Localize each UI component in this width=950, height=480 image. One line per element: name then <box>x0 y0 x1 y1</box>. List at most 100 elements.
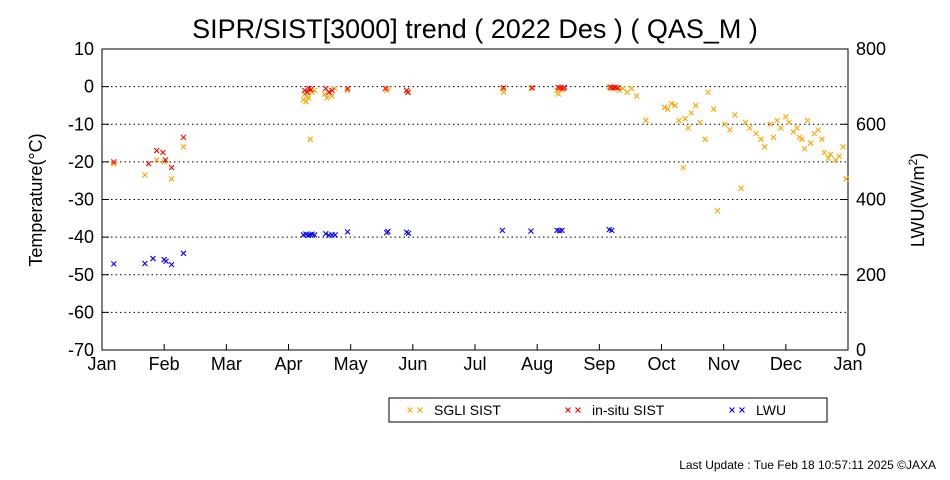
sgli-sist-point-28 <box>555 91 562 98</box>
x-tick-label-1: Feb <box>149 354 180 374</box>
x-tick-label-11: Dec <box>770 354 802 374</box>
legend-marker-sgli-sist-b <box>417 407 423 413</box>
in-situ-sist-point-15 <box>382 85 389 92</box>
y2-tick-label-1: 600 <box>856 114 886 134</box>
legend-label-lwu: LWU <box>756 402 786 418</box>
in-situ-sist-point-0 <box>110 158 117 165</box>
y-tick-label-6: -50 <box>68 265 94 285</box>
sgli-sist-point-78 <box>815 127 822 133</box>
sgli-sist-point-19 <box>344 87 351 94</box>
lwu-point-12 <box>311 231 318 238</box>
x-tick-label-8: Sep <box>583 354 615 374</box>
legend-marker-sgli-sist-a <box>407 407 413 413</box>
lwu-point-17 <box>344 228 351 235</box>
sgli-sist-point-75 <box>804 117 811 124</box>
sgli-sist-point-49 <box>692 102 699 109</box>
sgli-sist-point-62 <box>758 136 764 143</box>
sgli-sist-point-0 <box>110 160 117 167</box>
y-tick-label-4: -30 <box>68 190 94 210</box>
sgli-sist-point-86 <box>843 175 850 182</box>
lwu-point-16 <box>332 231 339 238</box>
sgli-sist-point-81 <box>825 155 831 162</box>
legend-marker-in-situ-sist-b <box>575 407 581 413</box>
series-lwu <box>110 226 615 268</box>
sgli-sist-point-1 <box>142 172 148 178</box>
sgli-sist-point-25 <box>500 89 507 96</box>
lwu-point-2 <box>150 255 156 262</box>
lwu-point-1 <box>142 260 148 267</box>
in-situ-sist-point-27 <box>615 84 621 91</box>
legend-items: SGLI SIST in-situ SIST LWU <box>407 402 786 418</box>
y2-tick-label-3: 200 <box>856 265 886 285</box>
sgli-sist-point-65 <box>770 134 777 141</box>
sgli-sist-point-4 <box>168 175 175 182</box>
y-tick-label-3: -20 <box>68 152 94 172</box>
sgli-sist-point-11 <box>307 136 314 143</box>
in-situ-sist-point-8 <box>304 89 311 96</box>
y2-axis-label-close: ) <box>908 153 928 159</box>
sgli-sist-point-51 <box>702 136 708 143</box>
y-tick-label-5: -40 <box>68 227 94 247</box>
lwu-point-21 <box>405 230 412 237</box>
legend-marker-in-situ-sist-a <box>565 407 571 413</box>
y2-tick-label-2: 400 <box>856 190 886 210</box>
sgli-sist-point-59 <box>742 119 749 126</box>
right-axis: 800 600 400 200 0 <box>841 39 886 360</box>
sgli-sist-point-60 <box>746 125 753 131</box>
sgli-sist-point-38 <box>633 93 640 99</box>
sgli-sist-point-2 <box>153 157 160 163</box>
sgli-sist-point-47 <box>685 125 692 131</box>
in-situ-sist-point-13 <box>329 87 335 94</box>
in-situ-sist-point-5 <box>168 164 175 171</box>
x-tick-label-6: Jul <box>463 354 486 374</box>
y-tick-label-0: 10 <box>74 39 94 59</box>
sgli-sist-point-74 <box>801 145 808 152</box>
sgli-sist-point-57 <box>731 111 738 118</box>
sgli-sist-point-10 <box>305 95 312 101</box>
sgli-sist-point-68 <box>782 113 789 120</box>
legend-marker-lwu-a <box>729 407 735 413</box>
lwu-point-26 <box>559 227 565 234</box>
sgli-sist-point-39 <box>643 117 649 124</box>
x-tick-label-10: Nov <box>708 354 740 374</box>
in-situ-sist-point-17 <box>404 89 411 96</box>
lwu-point-0 <box>110 260 117 267</box>
sgli-sist-point-64 <box>767 121 774 128</box>
sgli-sist-point-15 <box>324 95 330 101</box>
in-situ-sist-point-4 <box>162 157 169 163</box>
x-tick-label-9: Oct <box>647 354 675 374</box>
sgli-sist-point-67 <box>777 125 784 131</box>
legend-box <box>388 397 828 423</box>
series-sgli-sist <box>110 83 850 214</box>
x-tick-label-12: Jan <box>833 354 862 374</box>
in-situ-sist-point-19 <box>529 84 536 91</box>
sgli-sist-point-80 <box>821 149 828 156</box>
sgli-sist-point-79 <box>819 136 825 143</box>
sgli-sist-point-48 <box>688 110 695 116</box>
sgli-sist-point-73 <box>799 136 805 143</box>
x-axis: Jan Feb Mar Apr May Jun Jul Aug Sep Oct Nov Dec Jan <box>87 344 863 374</box>
y2-axis-label-main: LWU(W/m <box>908 166 928 248</box>
x-tick-label-4: May <box>334 354 368 374</box>
sgli-sist-point-82 <box>827 151 834 158</box>
y2-axis-label: LWU(W/m2) <box>906 153 928 247</box>
in-situ-sist-point-12 <box>326 89 332 96</box>
sgli-sist-point-58 <box>738 185 744 192</box>
y2-tick-label-0: 800 <box>856 39 886 59</box>
sgli-sist-point-50 <box>697 119 703 126</box>
in-situ-sist-point-2 <box>153 147 160 154</box>
y2-tick-label-4: 0 <box>856 340 866 360</box>
legend: SGLI SIST in-situ SIST LWU <box>388 397 828 423</box>
plot-frame <box>101 48 849 351</box>
y2-axis-label-superscript: 2 <box>906 159 920 166</box>
sgli-sist-point-45 <box>680 164 687 171</box>
x-tick-label-2: Mar <box>211 354 242 374</box>
chart-title: SIPR/SIST[3000] trend ( 2022 Des ) ( QAS… <box>192 14 758 44</box>
sgli-sist-point-21 <box>385 85 391 92</box>
sgli-sist-point-42 <box>668 100 675 107</box>
sgli-sist-point-37 <box>628 85 635 92</box>
gridlines <box>102 86 848 313</box>
y-axis-label: Temperature(°C) <box>26 133 46 266</box>
sgli-sist-point-41 <box>664 106 671 113</box>
